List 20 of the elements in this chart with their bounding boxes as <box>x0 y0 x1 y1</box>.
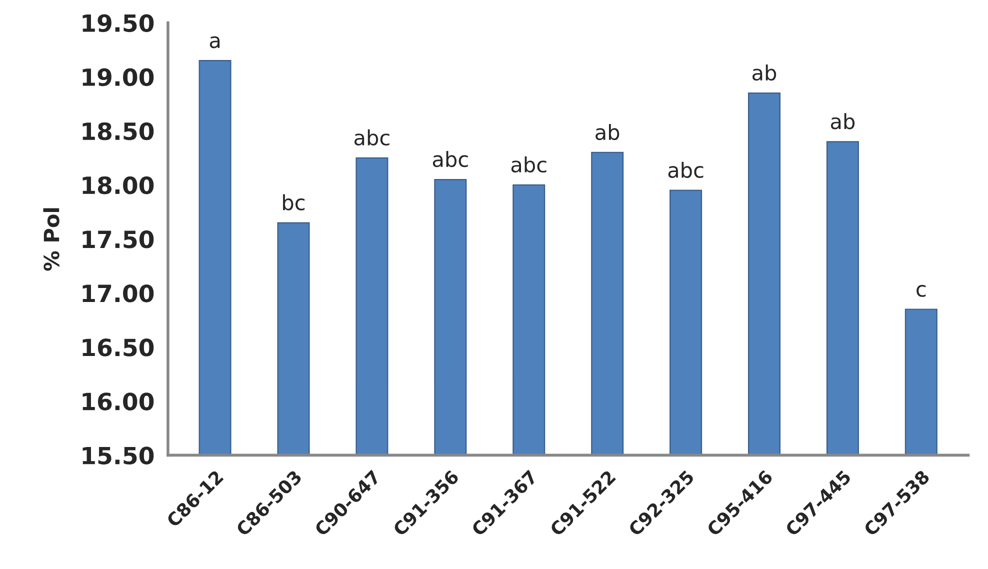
y-tick-label: 17.50 <box>82 230 154 248</box>
y-tick-label: 16.00 <box>82 392 154 410</box>
y-tick-label: 19.50 <box>82 14 154 32</box>
data-label: a <box>210 36 220 48</box>
data-label: ab <box>752 64 776 81</box>
data-label: c <box>916 284 926 297</box>
data-label: ab <box>596 124 620 140</box>
data-label: abc <box>432 151 468 168</box>
data-label: abc <box>668 162 704 178</box>
y-tick-label: 16.50 <box>82 338 154 356</box>
data-label: abc <box>511 156 546 173</box>
y-axis-title: % Pol <box>43 208 60 271</box>
data-label: bc <box>283 194 305 210</box>
data-label: ab <box>830 113 855 130</box>
data-label: abc <box>354 129 390 146</box>
y-tick-label: 18.50 <box>82 122 154 140</box>
y-tick-label: 19.00 <box>82 68 154 86</box>
y-tick-label: 18.00 <box>82 176 154 194</box>
y-tick-label: 17.00 <box>82 284 154 302</box>
y-tick-label: 15.50 <box>82 446 154 465</box>
